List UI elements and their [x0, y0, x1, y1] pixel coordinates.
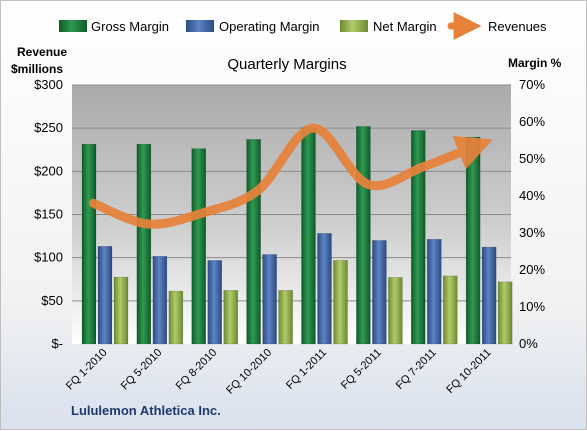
bar-net-margin: [114, 277, 128, 344]
bar-operating-margin: [372, 240, 386, 344]
bar-net-margin: [334, 260, 348, 344]
left-tick-label: $300: [34, 77, 63, 92]
bar-net-margin: [279, 290, 293, 344]
category-label: FQ 10-2011: [444, 347, 493, 396]
bar-operating-margin: [153, 256, 167, 344]
legend-label-net-margin: Net Margin: [373, 19, 437, 34]
category-label: FQ 10-2010: [224, 347, 274, 397]
left-tick-label: $100: [34, 250, 63, 265]
legend-item-gross-margin: Gross Margin: [59, 19, 169, 34]
right-tick-label: 40%: [519, 188, 545, 203]
bar-gross-margin: [192, 149, 206, 344]
bar-gross-margin: [356, 126, 370, 344]
legend: Gross Margin Operating Margin Net Margin…: [59, 19, 547, 34]
right-tick-label: 0%: [519, 336, 538, 351]
category-label: FQ 5-2011: [339, 347, 384, 392]
bar-gross-margin: [466, 137, 480, 344]
bar-operating-margin: [208, 260, 222, 344]
right-axis: 0% 10% 20% 30% 40% 50% 60% 70%: [519, 77, 545, 351]
bar-net-margin: [388, 277, 402, 344]
bar-net-margin: [224, 290, 238, 344]
bar-operating-margin: [318, 233, 332, 344]
bar-operating-margin: [98, 246, 112, 344]
left-axis: $- $50 $100 $150 $200 $250 $300: [34, 77, 63, 351]
legend-item-operating-margin: Operating Margin: [186, 19, 319, 34]
left-tick-label: $-: [51, 336, 63, 351]
bar-operating-margin: [263, 254, 277, 344]
category-label: FQ 1-2010: [64, 347, 110, 393]
chart-title: Quarterly Margins: [227, 56, 346, 73]
legend-label-revenues: Revenues: [488, 19, 547, 34]
legend-item-net-margin: Net Margin: [340, 19, 437, 34]
legend-label-gross-margin: Gross Margin: [91, 19, 169, 34]
right-tick-label: 30%: [519, 225, 545, 240]
right-tick-label: 50%: [519, 151, 545, 166]
bar-operating-margin: [427, 239, 441, 344]
bar-operating-margin: [482, 247, 496, 344]
bar-gross-margin: [302, 128, 316, 344]
category-label: FQ 7-2011: [394, 347, 439, 392]
legend-item-revenues: Revenues: [451, 19, 547, 34]
left-tick-label: $200: [34, 163, 63, 178]
category-label: FQ 5-2010: [119, 347, 165, 393]
bar-gross-margin: [247, 139, 261, 344]
bar-net-margin: [169, 291, 183, 344]
right-tick-label: 20%: [519, 262, 545, 277]
left-tick-label: $250: [34, 120, 63, 135]
bar-net-margin: [443, 276, 457, 344]
right-tick-label: 60%: [519, 114, 545, 129]
legend-label-operating-margin: Operating Margin: [219, 19, 319, 34]
right-axis-title: Margin %: [508, 56, 562, 70]
right-tick-label: 70%: [519, 77, 545, 92]
left-tick-label: $150: [34, 207, 63, 222]
left-axis-title-line1: Revenue: [17, 45, 67, 59]
bar-gross-margin: [82, 144, 96, 344]
company-name: Lululemon Athletica Inc.: [71, 403, 221, 418]
bar-net-margin: [498, 282, 512, 344]
category-label: FQ 1-2011: [284, 347, 329, 392]
left-axis-title-line2: $millions: [11, 62, 63, 76]
left-tick-label: $50: [41, 293, 63, 308]
category-label: FQ 8-2010: [174, 347, 220, 393]
right-tick-label: 10%: [519, 299, 545, 314]
bar-gross-margin: [137, 144, 151, 344]
